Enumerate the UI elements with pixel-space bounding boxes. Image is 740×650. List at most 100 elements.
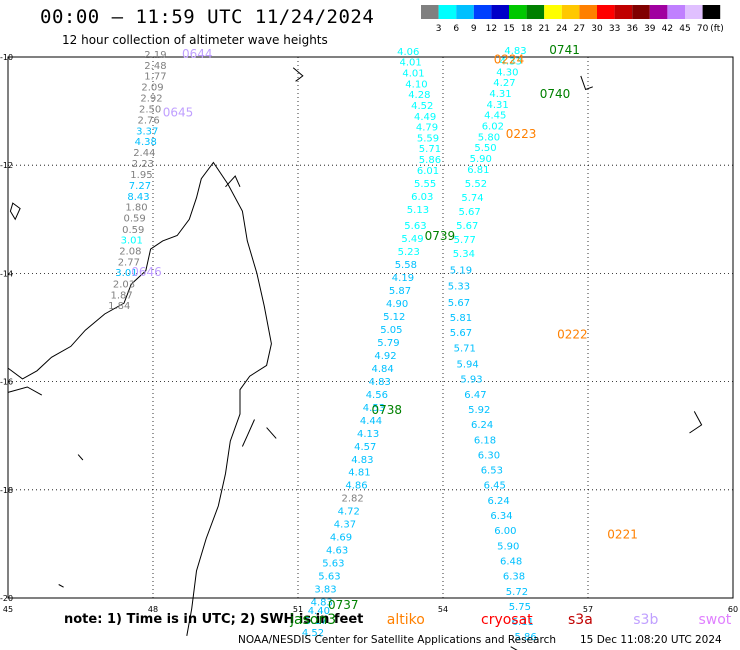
legend-label: 21 [538,24,549,34]
legend-label: 24 [556,24,568,34]
wave-height-value: 5.12 [383,312,405,323]
wave-height-value: 6.48 [500,557,522,568]
wave-height-value: 6.01 [417,166,439,177]
wave-height-value: 2.50 [139,105,161,116]
coastline-segment [241,419,255,447]
legend-label: 42 [662,24,673,34]
wave-height-value: 5.23 [398,247,420,258]
wave-height-value: 6.00 [494,526,516,537]
lat-tick-label: -12 [0,161,13,170]
satellite-cryosat: cryosat [481,612,533,628]
wave-height-value: 4.13 [357,429,379,440]
wave-height-value: 2.08 [119,247,141,258]
credit-date: 15 Dec 11:08:20 UTC 2024 [580,634,722,646]
wave-height-value: 4.31 [487,100,509,111]
wave-height-value: 5.81 [450,313,472,324]
coastline-segment [225,175,241,188]
wave-height-value: 4.52 [411,101,433,112]
pass-time-label: 0738 [372,403,403,417]
wave-height-value: 4.31 [489,89,511,100]
grid-lines [7,56,734,599]
satellite-jason3: jason3 [290,612,337,628]
wave-height-value: 5.79 [377,338,399,349]
wave-height-value: 2.77 [118,257,140,268]
legend-label: 9 [471,24,477,34]
wave-height-value: 6.18 [474,435,496,446]
coastline-segment [9,202,21,221]
coastline-segment [292,67,304,82]
legend-swatch [632,5,650,19]
pass-time-label: 0739 [425,229,456,243]
wave-height-value: 5.93 [460,375,482,386]
pass-time-label: 0737 [328,598,359,612]
wave-height-value: 5.74 [461,193,483,204]
wave-height-value: 4.81 [348,468,370,479]
wave-height-value: 5.58 [395,260,417,271]
wave-height-value: 5.13 [407,205,429,216]
wave-height-value: 5.63 [318,572,340,583]
color-legend: 3 6 9 12 15 18 21 24 27 30 33 36 39 42 45 70 (ft) [421,5,724,34]
lon-tick-label: 48 [148,605,158,614]
wave-height-value: 4.86 [345,481,367,492]
wave-height-value: 1.87 [111,290,133,301]
wave-height-value: 6.24 [488,496,510,507]
wave-height-value: 4.92 [374,351,396,362]
wave-height-value: 5.63 [404,221,426,232]
wave-height-value: 4.57 [354,442,376,453]
wave-height-value: 5.80 [478,132,500,143]
wave-height-value: 1.84 [108,301,130,312]
legend-unit: (ft) [710,24,724,34]
wave-height-value: 2.03 [113,280,135,291]
wave-height-value: 6.38 [503,572,525,583]
wave-height-value: 5.71 [454,343,476,354]
lat-tick-label: -10 [0,53,13,62]
legend-swatch [561,5,580,19]
wave-height-value: 2.82 [342,494,364,505]
wave-height-value: 4.63 [326,546,348,557]
wave-height-value: 5.55 [414,179,436,190]
page-title: 00:00 – 11:59 UTC 11/24/2024 [40,6,375,28]
wave-height-value: 4.45 [484,111,506,122]
legend-swatch [579,5,597,19]
wave-height-value: 5.17 [305,616,327,627]
legend-label: 3 [436,24,442,34]
wave-height-value: 5.63 [322,559,344,570]
wave-height-value: 4.01 [400,58,422,69]
wave-height-value: 4.83 [311,598,333,609]
wave-height-value: 3.01 [121,236,143,247]
wave-height-value: 5.77 [454,235,476,246]
legend-label: 33 [609,24,620,34]
wave-height-value: 4.19 [392,273,414,284]
wave-height-value: 4.30 [496,67,518,78]
wave-height-value: 5.52 [465,179,487,190]
wave-height-value: 4.72 [338,507,360,518]
lon-tick-label: 45 [3,605,13,614]
wave-height-value: 4.79 [416,123,438,134]
wave-height-value: 5.05 [380,325,402,336]
credit-line: NOAA/NESDIS Center for Satellite Applica… [238,634,556,646]
wave-height-value: 6.81 [467,165,489,176]
wave-height-value: 5.94 [457,360,479,371]
lon-tick-label: 54 [438,605,448,614]
lon-tick-label: 51 [293,605,303,614]
wave-height-value: 5.92 [468,405,490,416]
wave-height-value: 4.27 [493,78,515,89]
wave-height-labels: 2.192.481.772.092.922.502.763.374.382.44… [108,43,638,643]
wave-height-value: 4.06 [397,47,419,58]
legend-label: 18 [521,24,533,34]
legend-swatch [614,5,633,19]
wave-height-value: 5.75 [509,602,531,613]
wave-height-value: 4.90 [386,299,408,310]
wave-height-value: 4.40 [308,606,330,617]
legend-swatch [702,5,721,19]
pass-time-label: 0646 [131,265,162,279]
wave-height-value: 4.28 [408,90,430,101]
lon-tick-label: 57 [583,605,593,614]
coastline-segment [580,75,593,91]
legend-label: 6 [453,24,459,34]
pass-time-label: 0740 [540,87,571,101]
wave-height-value: 4.83 [351,455,373,466]
wave-height-value: 5.67 [456,221,478,232]
wave-height-value: 5.86 [515,632,537,643]
pass-time-label: 0221 [607,528,638,542]
